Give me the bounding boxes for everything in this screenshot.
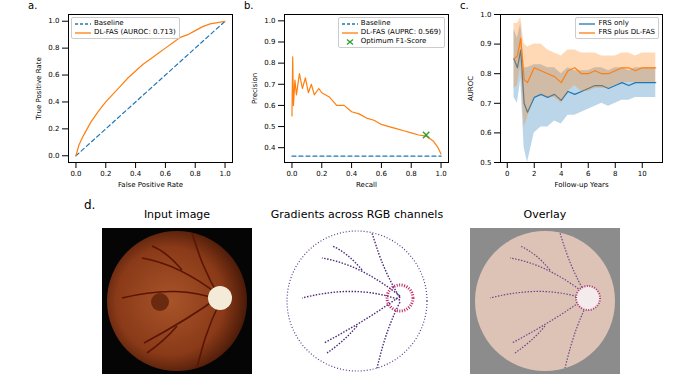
html-text:b.: b. (244, 0, 254, 11)
svg-text:0.0: 0.0 (70, 170, 81, 178)
svg-text:0.9: 0.9 (264, 38, 275, 46)
svg-text:0.5: 0.5 (480, 159, 491, 167)
svg-text:0.9: 0.9 (480, 40, 491, 48)
html-text:Input image: Input image (143, 208, 211, 221)
svg-text:4: 4 (559, 170, 564, 178)
svg-text:0.4: 0.4 (264, 144, 276, 152)
svg-text:0.8: 0.8 (406, 170, 417, 178)
svg-text:1.0: 1.0 (435, 170, 446, 178)
svg-text:0.4: 0.4 (130, 170, 142, 178)
svg-text:0.6: 0.6 (264, 102, 276, 110)
html-text:FRS plus DL-FAS: FRS plus DL-FAS (598, 28, 655, 36)
svg-text:0.8: 0.8 (48, 44, 59, 52)
svg-text:True Positive Rate: True Positive Rate (35, 57, 43, 120)
svg-text:0.0: 0.0 (286, 170, 297, 178)
svg-text:Recall: Recall (356, 181, 377, 189)
svg-text:0.4: 0.4 (346, 170, 358, 178)
svg-text:0.8: 0.8 (264, 59, 275, 67)
svg-text:0: 0 (505, 170, 509, 178)
html-text:DL-FAS (AUPRC: 0.569): DL-FAS (AUPRC: 0.569) (360, 28, 441, 36)
svg-text:1.0: 1.0 (219, 170, 230, 178)
html-text:DL-FAS (AUROC: 0.713): DL-FAS (AUROC: 0.713) (94, 28, 176, 36)
svg-text:0.6: 0.6 (160, 170, 172, 178)
html-text:d.: d. (84, 198, 96, 212)
html-text:c.: c. (460, 0, 469, 11)
svg-text:2: 2 (532, 170, 536, 178)
svg-text:0.4: 0.4 (48, 98, 60, 106)
svg-text:8: 8 (613, 170, 617, 178)
svg-text:False Positive Rate: False Positive Rate (118, 181, 183, 189)
html-text:a.: a. (28, 0, 38, 11)
html-text:Gradients across RGB channels: Gradients across RGB channels (270, 208, 444, 221)
svg-text:0.7: 0.7 (264, 81, 275, 89)
svg-text:Follow-up Years: Follow-up Years (554, 181, 608, 189)
svg-text:1.0: 1.0 (480, 11, 491, 19)
svg-text:Precision: Precision (251, 73, 259, 104)
svg-text:0.6: 0.6 (48, 71, 60, 79)
svg-text:0.5: 0.5 (264, 123, 275, 131)
html-text:FRS only: FRS only (598, 19, 629, 27)
svg-text:0.6: 0.6 (480, 129, 492, 137)
svg-text:1.0: 1.0 (48, 17, 59, 25)
svg-text:0.2: 0.2 (316, 170, 327, 178)
html-text:Baseline: Baseline (94, 19, 124, 27)
svg-text:0.8: 0.8 (480, 70, 491, 78)
html-text:Optimum F1-Score: Optimum F1-Score (360, 37, 427, 45)
html-text:Baseline: Baseline (360, 19, 391, 27)
svg-text:0.0: 0.0 (48, 152, 59, 160)
svg-text:1.0: 1.0 (264, 17, 275, 25)
html-text:Overlay: Overlay (523, 208, 567, 221)
svg-text:0.2: 0.2 (100, 170, 111, 178)
svg-text:AUROC: AUROC (467, 76, 475, 101)
svg-text:0.8: 0.8 (190, 170, 201, 178)
svg-text:0.2: 0.2 (48, 125, 59, 133)
svg-text:6: 6 (586, 170, 591, 178)
svg-text:0.7: 0.7 (480, 100, 491, 108)
svg-text:10: 10 (638, 170, 647, 178)
svg-text:0.6: 0.6 (376, 170, 388, 178)
